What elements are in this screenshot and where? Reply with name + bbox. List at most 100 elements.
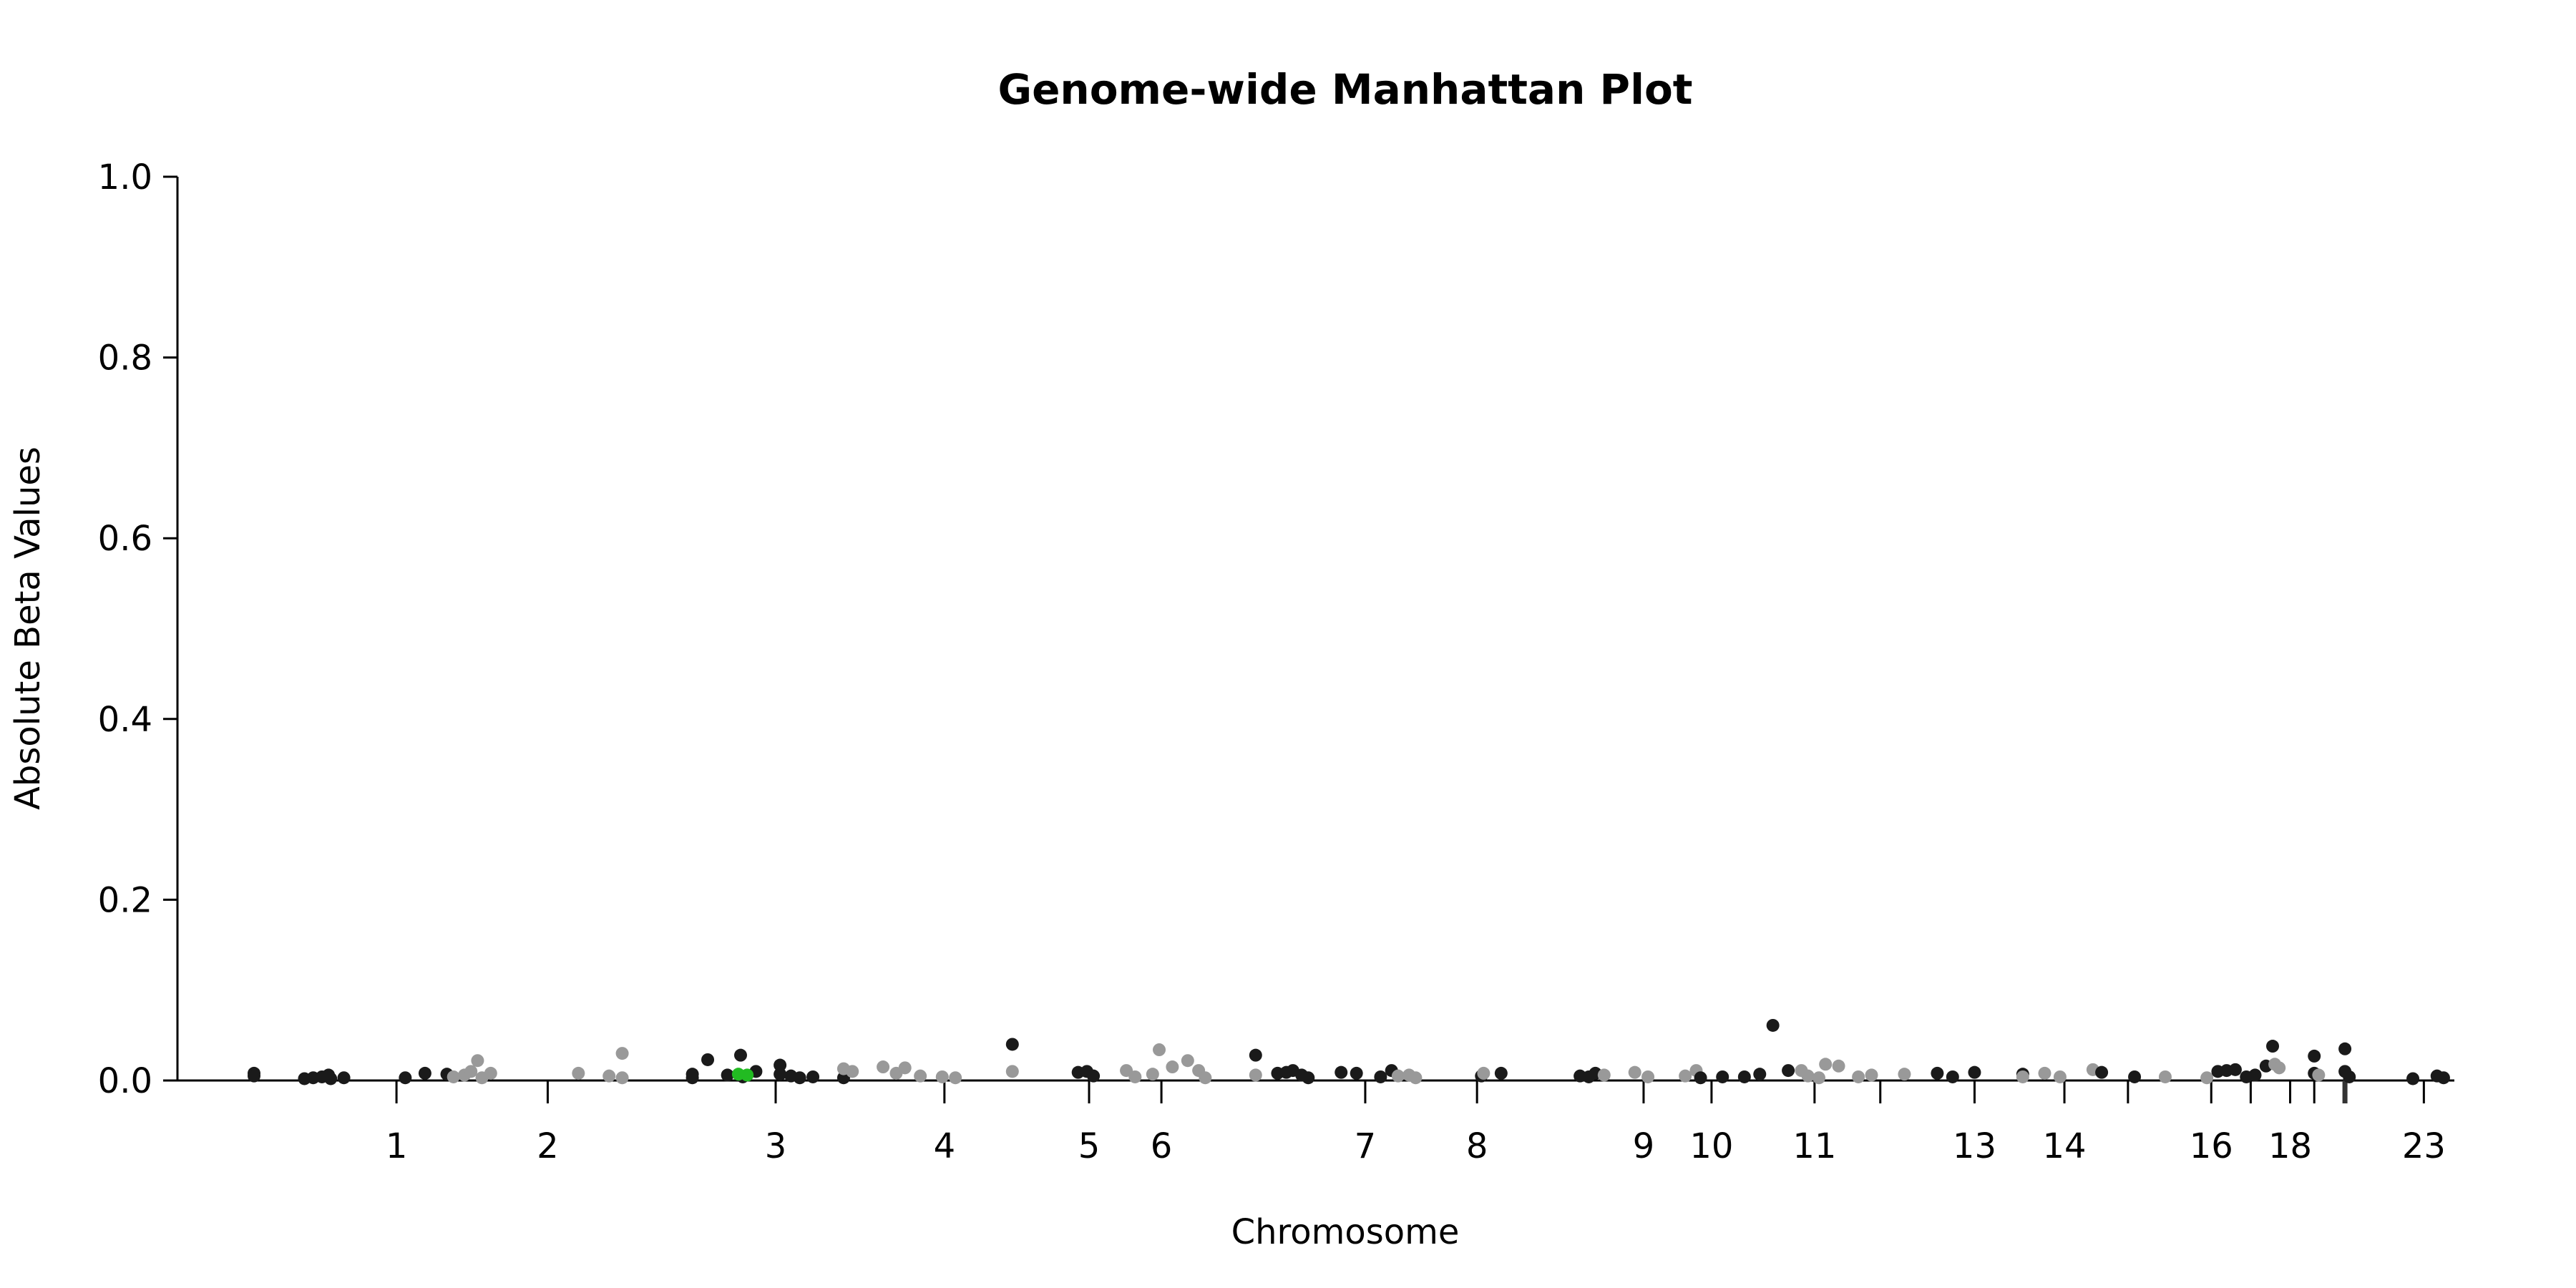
data-point xyxy=(2200,1071,2214,1085)
data-point xyxy=(1931,1066,1944,1080)
data-point xyxy=(399,1071,412,1085)
data-point xyxy=(1005,1065,1019,1078)
data-point xyxy=(806,1070,820,1083)
data-point xyxy=(2406,1072,2420,1085)
data-point xyxy=(914,1069,927,1083)
data-point xyxy=(1865,1068,1878,1082)
data-point xyxy=(733,1048,747,1062)
x-tick-label: 6 xyxy=(1151,1126,1173,1166)
data-point xyxy=(774,1068,787,1081)
data-point xyxy=(877,1060,890,1074)
data-point xyxy=(1737,1070,1751,1083)
data-point xyxy=(418,1066,431,1080)
data-point xyxy=(2016,1070,2029,1083)
data-point xyxy=(774,1058,787,1072)
data-point xyxy=(2158,1070,2172,1083)
data-point xyxy=(1166,1060,1179,1074)
x-tick-label: 11 xyxy=(1792,1126,1836,1166)
data-point xyxy=(337,1071,351,1085)
y-tick-label: 0.6 xyxy=(98,519,152,559)
data-point xyxy=(484,1066,497,1080)
data-point xyxy=(324,1072,338,1085)
data-point xyxy=(1153,1043,1166,1057)
data-point xyxy=(1005,1038,1019,1051)
data-point xyxy=(1898,1068,1911,1081)
data-point xyxy=(471,1054,484,1068)
data-point xyxy=(1350,1066,1363,1080)
data-point xyxy=(615,1071,629,1085)
data-point xyxy=(2128,1070,2142,1083)
data-point xyxy=(701,1053,715,1066)
x-tick-label: 14 xyxy=(2042,1126,2086,1166)
x-axis: 1 2 3 4 5 6 7 8 9 10 11 13 14 16 18 23 xyxy=(177,1079,2454,1166)
data-point xyxy=(846,1065,859,1078)
data-point xyxy=(1249,1068,1262,1082)
x-tick-label: 23 xyxy=(2402,1126,2446,1166)
data-point xyxy=(1852,1070,1865,1083)
data-point xyxy=(1641,1070,1655,1083)
x-tick-label: 8 xyxy=(1466,1126,1488,1166)
y-axis-label: Absolute Beta Values xyxy=(8,447,48,810)
data-point xyxy=(2038,1066,2051,1080)
data-point xyxy=(2308,1049,2321,1063)
data-point xyxy=(1391,1069,1405,1083)
data-point xyxy=(2343,1070,2356,1083)
data-point xyxy=(1716,1070,1729,1083)
y-tick-label: 1.0 xyxy=(98,157,152,197)
x-axis-label: Chromosome xyxy=(1231,1212,1460,1252)
y-tick-label: 0.2 xyxy=(98,880,152,920)
data-point xyxy=(2312,1068,2326,1082)
x-tick-label: 7 xyxy=(1355,1126,1377,1166)
x-tick-label: 4 xyxy=(934,1126,956,1166)
y-tick-label: 0.4 xyxy=(98,700,152,740)
x-tick-label: 9 xyxy=(1633,1126,1655,1166)
data-point xyxy=(2273,1061,2286,1075)
data-point xyxy=(935,1070,949,1083)
data-point xyxy=(1782,1064,1795,1078)
data-point xyxy=(1679,1069,1692,1083)
data-point xyxy=(1968,1065,1981,1079)
data-point xyxy=(1494,1066,1508,1080)
data-point xyxy=(1374,1070,1387,1083)
x-tick-label: 2 xyxy=(537,1126,559,1166)
data-point xyxy=(1302,1071,1315,1085)
y-tick-label: 0.0 xyxy=(98,1061,152,1101)
y-axis: 0.0 0.2 0.4 0.6 0.8 1.0 xyxy=(98,157,179,1101)
data-point xyxy=(572,1066,585,1080)
data-point xyxy=(1477,1066,1491,1080)
x-tick-label: 13 xyxy=(1953,1126,1996,1166)
data-point xyxy=(1199,1071,1212,1085)
data-point xyxy=(2095,1065,2109,1079)
data-point xyxy=(2053,1070,2067,1083)
data-point xyxy=(1694,1071,1707,1085)
data-point xyxy=(2338,1042,2352,1055)
data-point xyxy=(615,1047,629,1060)
y-tick-label: 0.8 xyxy=(98,338,152,379)
data-point xyxy=(447,1070,460,1083)
data-point xyxy=(2248,1068,2262,1082)
data-point xyxy=(1597,1068,1611,1082)
x-tick-label: 16 xyxy=(2190,1126,2233,1166)
x-tick-label: 5 xyxy=(1078,1126,1101,1166)
data-point xyxy=(1819,1058,1833,1071)
data-point xyxy=(1628,1065,1641,1079)
x-tick-label: 3 xyxy=(765,1126,787,1166)
data-point xyxy=(2266,1040,2280,1053)
data-point xyxy=(1801,1069,1815,1083)
data-point xyxy=(1181,1054,1194,1068)
data-point xyxy=(1946,1070,1959,1083)
data-point xyxy=(464,1065,478,1078)
data-point xyxy=(248,1069,260,1083)
data-point xyxy=(1335,1065,1348,1079)
data-point xyxy=(2436,1071,2450,1085)
data-point xyxy=(1249,1048,1262,1062)
data-points xyxy=(248,1018,2450,1085)
x-tick-label: 1 xyxy=(386,1126,408,1166)
data-point xyxy=(793,1071,806,1085)
x-tick-label: 10 xyxy=(1689,1126,1733,1166)
data-point xyxy=(1766,1018,1780,1032)
data-point xyxy=(949,1071,962,1085)
x-tick-label: 18 xyxy=(2268,1126,2312,1166)
data-point xyxy=(602,1069,616,1083)
